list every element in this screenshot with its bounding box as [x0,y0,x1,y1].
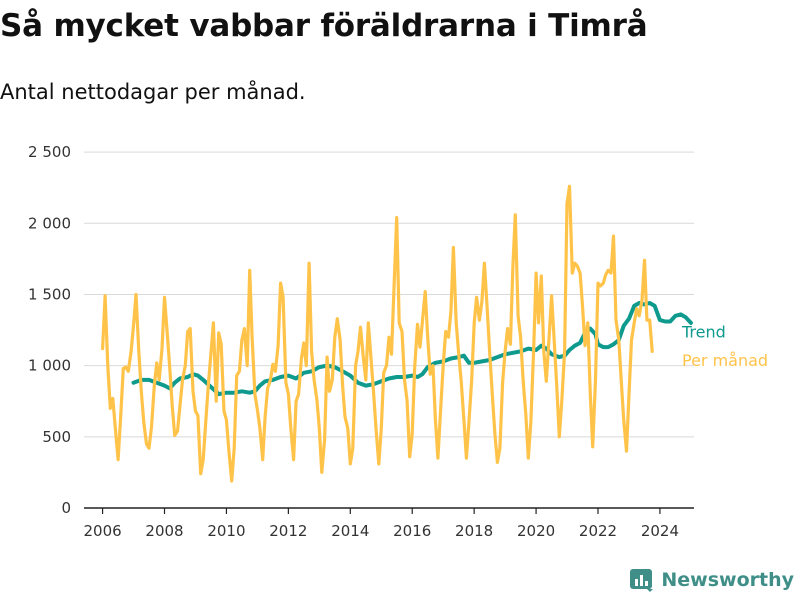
gridlines [84,151,694,438]
x-tick-label: 2016 [393,522,431,540]
newsworthy-brand: Newsworthy [629,568,794,592]
trend-line [131,301,693,397]
x-tick-label: 2022 [579,522,617,540]
x-tick-label: 2008 [145,522,183,540]
x-tick-label: 2006 [83,522,121,540]
y-tick-label: 0 [61,499,71,517]
x-tick-label: 2014 [331,522,369,540]
series-lines [101,184,693,483]
x-tick-label: 2020 [517,522,555,540]
y-tick-label: 2 000 [28,214,71,232]
x-tick-label: 2024 [641,522,679,540]
brand-name: Newsworthy [661,569,794,591]
x-tick-label: 2018 [455,522,493,540]
y-tick-labels: 0 500 1 000 1 500 2 000 2 500 [28,143,71,517]
y-tick-label: 2 500 [28,143,71,161]
chart-title: Så mycket vabbar föräldrarna i Timrå [0,8,648,44]
legend: Per månad Trend [681,322,768,369]
x-axis: 2006 2008 2010 2012 2014 2016 2018 2020 2022 2024 [83,507,694,540]
newsworthy-logo-icon [630,569,654,592]
legend-monthly: Per månad [682,351,768,370]
chart-subtitle: Antal nettodagar per månad. [0,80,306,104]
x-tick-label: 2012 [269,522,307,540]
monthly-line [101,184,654,483]
y-tick-label: 500 [42,428,71,446]
y-tick-label: 1 000 [28,357,71,375]
legend-trend: Trend [681,322,726,341]
x-tick-label: 2010 [207,522,245,540]
y-tick-label: 1 500 [28,285,71,303]
